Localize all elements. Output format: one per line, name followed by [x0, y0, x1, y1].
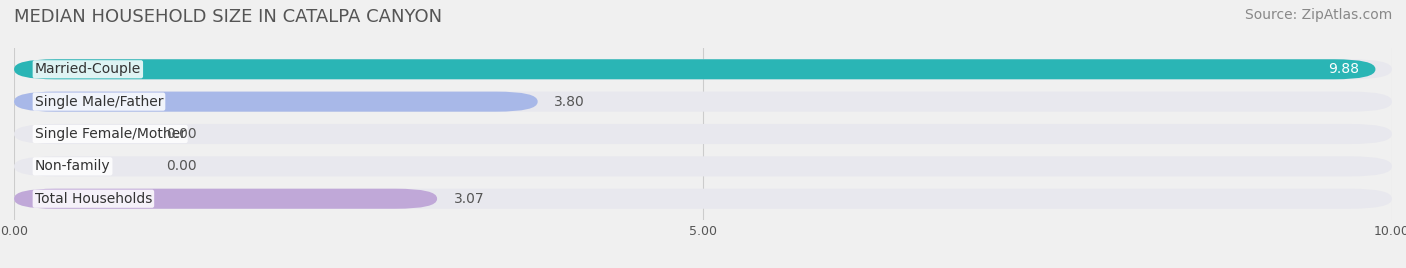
- Text: Single Female/Mother: Single Female/Mother: [35, 127, 186, 141]
- Text: 9.88: 9.88: [1327, 62, 1358, 76]
- Text: Single Male/Father: Single Male/Father: [35, 95, 163, 109]
- FancyBboxPatch shape: [14, 124, 1392, 144]
- FancyBboxPatch shape: [14, 189, 1392, 209]
- Text: Source: ZipAtlas.com: Source: ZipAtlas.com: [1244, 8, 1392, 22]
- Text: 0.00: 0.00: [166, 127, 197, 141]
- Text: Non-family: Non-family: [35, 159, 110, 173]
- Text: 3.80: 3.80: [554, 95, 585, 109]
- FancyBboxPatch shape: [14, 92, 537, 112]
- FancyBboxPatch shape: [14, 59, 1375, 79]
- Text: 3.07: 3.07: [454, 192, 484, 206]
- Text: Married-Couple: Married-Couple: [35, 62, 141, 76]
- FancyBboxPatch shape: [14, 92, 1392, 112]
- Text: MEDIAN HOUSEHOLD SIZE IN CATALPA CANYON: MEDIAN HOUSEHOLD SIZE IN CATALPA CANYON: [14, 8, 441, 26]
- FancyBboxPatch shape: [14, 59, 1392, 79]
- Text: Total Households: Total Households: [35, 192, 152, 206]
- FancyBboxPatch shape: [14, 189, 437, 209]
- Text: 0.00: 0.00: [166, 159, 197, 173]
- FancyBboxPatch shape: [14, 156, 1392, 176]
